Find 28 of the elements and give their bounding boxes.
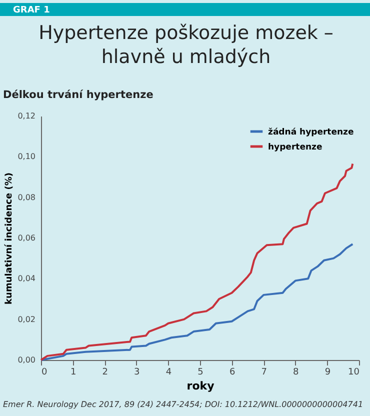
y-tick-label: 0,02 bbox=[18, 314, 36, 324]
x-tick-label: 6 bbox=[229, 368, 236, 378]
x-tick-label: 8 bbox=[293, 368, 300, 378]
x-tick-label: 9 bbox=[324, 368, 331, 378]
x-tick-label: 3 bbox=[134, 368, 140, 378]
text: Emer R. Neurology Dec 2017, 89 (24) 2447-2454; DOI: 10.1212/WNL.0000000000004741 bbox=[3, 400, 364, 409]
x-tick-label: 7 bbox=[261, 368, 267, 378]
x-tick-label: 0 bbox=[42, 368, 48, 378]
text: GRAF 1 bbox=[13, 6, 50, 16]
y-tick-label: 0,04 bbox=[18, 274, 36, 284]
chart-subtitle: Délkou trvání hypertenze bbox=[3, 89, 154, 101]
x-tick-label: 5 bbox=[198, 368, 204, 378]
y-tick-label: 0,00 bbox=[18, 356, 36, 364]
y-tick-label: 0,12 bbox=[18, 112, 36, 120]
chart-title: Hypertenze poškozuje mozek – hlavně u mladých bbox=[38, 22, 334, 68]
y-tick-label: 0,06 bbox=[18, 234, 36, 242]
legend-label: žádná hypertenze bbox=[268, 128, 354, 138]
y-axis-title: kumulativní incidence (%) bbox=[4, 172, 15, 304]
x-tick-label: 10 bbox=[348, 368, 360, 378]
x-tick-label: 4 bbox=[166, 368, 172, 378]
x-tick-label: 1 bbox=[70, 368, 76, 378]
x-tick-label: 2 bbox=[102, 368, 108, 378]
y-tick-label: 0,08 bbox=[18, 192, 36, 202]
y-tick-label: 0,10 bbox=[18, 152, 36, 162]
line-series bbox=[40, 243, 354, 361]
legend-label: hypertenze bbox=[268, 142, 322, 152]
x-axis-title: roky bbox=[186, 380, 214, 392]
line-series bbox=[40, 162, 354, 361]
